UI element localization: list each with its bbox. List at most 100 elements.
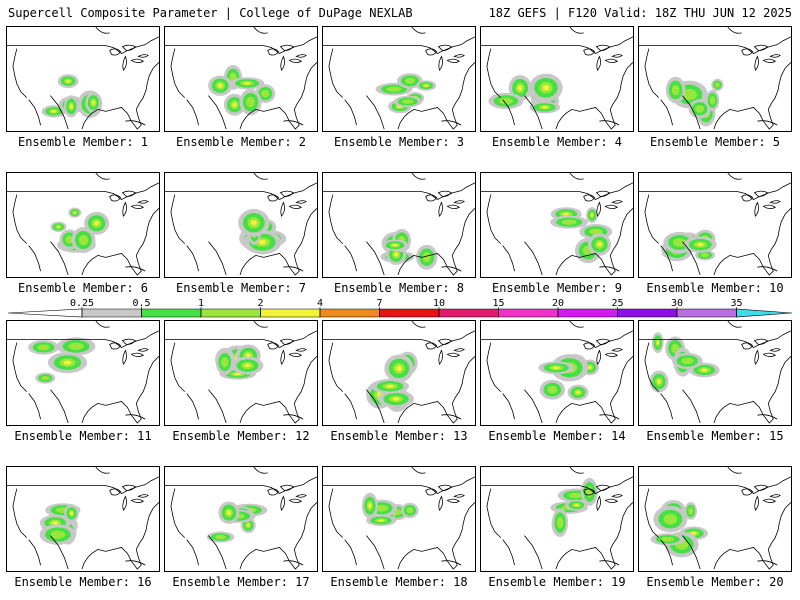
coastline [397,502,475,570]
great-lakes [425,44,465,71]
mexico-inner-coast [366,95,385,130]
cuba [125,266,146,272]
ensemble-member-label: Ensemble Member: 4 [491,135,623,149]
canada-border [481,476,633,494]
scp-contour-mid [709,96,716,105]
ensemble-map-panel [480,172,634,278]
hudson-bay [95,321,110,328]
ensemble-member-label: Ensemble Member: 19 [488,575,626,589]
baja-coast [186,99,199,126]
colorbar-segment [557,308,618,318]
scp-contour-mid [404,77,416,84]
ensemble-member-label: Ensemble Member: 18 [330,575,468,589]
scp-contour-high [392,397,400,401]
scp-contour-high [396,365,402,372]
scp-contour-mid [50,530,66,539]
mexico-inner-coast [366,389,385,424]
scp-contour-mid [547,385,558,394]
great-lakes [267,190,307,217]
colorbar-legend: 0.25 0.5 1 2 4 7 10 15 20 25 30 35 [8,298,792,318]
colorbar-tick-label: 1 [198,298,204,309]
scp-contour-high [69,104,73,109]
colorbar-segment [498,308,559,318]
baja-coast [660,245,673,272]
great-lakes [425,190,465,217]
baja-coast [186,245,199,272]
mexico-inner-coast [682,95,701,130]
cuba [599,120,620,126]
canada-border [7,182,159,200]
cuba [757,560,778,566]
scp-contour-mid [568,492,584,499]
hudson-bay [569,27,584,34]
scp-contour-high [575,390,581,394]
mexico-inner-coast [524,95,543,130]
cuba [283,414,304,420]
ensemble-member-label: Ensemble Member: 16 [14,575,152,589]
baja-coast [186,539,199,566]
baja-coast [660,393,673,420]
scp-contour-mid [221,356,229,368]
west-coast [170,48,186,98]
scp-contour-mid [695,105,705,113]
west-coast [12,48,28,98]
scp-contour-high [394,252,399,257]
scp-contour-high [690,531,697,535]
scp-contour-mid [671,84,680,96]
ensemble-member-label: Ensemble Member: 9 [491,281,623,295]
ensemble-map-panel [164,172,318,278]
west-coast [170,194,186,244]
scp-contour-mid [406,507,414,514]
scp-contour-high [52,521,59,525]
west-coast [12,488,28,538]
scp-contour-high [66,79,71,83]
great-lakes [267,44,307,71]
scp-contour-mid [714,82,720,88]
ensemble-map-panel [6,320,160,426]
colorbar-segment [319,308,380,318]
hudson-bay [569,467,584,474]
colorbar-segment [617,308,678,318]
scp-contour-high [217,83,223,88]
scp-contour-mid [37,344,50,351]
conus-map [481,467,633,570]
mexico-inner-coast [208,95,227,130]
baja-coast [502,245,515,272]
scp-contour-high [233,372,242,376]
scp-contour-mid [68,342,84,350]
scp-contour-mid [561,219,577,225]
mexico-inner-coast [682,389,701,424]
baja-coast [660,539,673,566]
cuba [283,266,304,272]
baja-coast [502,539,515,566]
model-valid-time: 18Z GEFS | F120 Valid: 18Z THU JUN 12 20… [488,6,792,20]
colorbar-segment [141,308,202,318]
great-lakes [109,44,149,71]
scp-contour-high [424,84,429,87]
mexico-inner-coast [208,389,227,424]
coastline [555,356,633,424]
great-lakes [583,44,623,71]
west-coast [644,488,660,538]
scp-contour-high [697,242,704,247]
scp-contour-mid [41,375,50,381]
mexico-inner-coast [50,535,69,570]
coastline [81,502,159,570]
coastline [81,208,159,276]
scp-contour-high [246,523,250,527]
baja-coast [28,393,41,420]
scp-contour-mid [556,516,564,529]
scp-contour-mid [422,252,431,263]
cuba [283,560,304,566]
ensemble-map-panel [480,26,634,132]
scp-contour-high [597,242,602,247]
scp-contour-mid [688,507,694,515]
hudson-bay [411,27,426,34]
great-lakes [109,338,149,365]
west-coast [644,48,660,98]
coastline [397,356,475,424]
colorbar-tick-label: 2 [257,298,263,309]
baja-coast [344,393,357,420]
scp-contour-mid [375,504,388,512]
west-coast [170,488,186,538]
